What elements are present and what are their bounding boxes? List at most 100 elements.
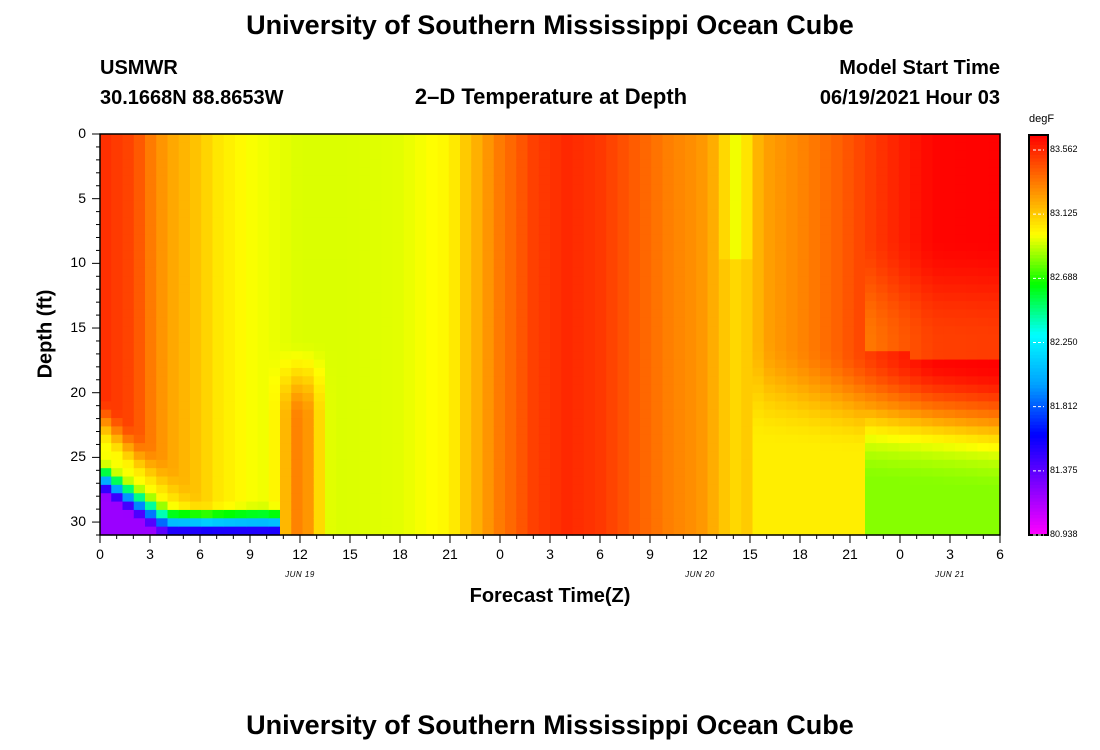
heatmap-cell (358, 276, 371, 285)
colorbar-segment (1029, 501, 1048, 506)
heatmap-cell (651, 434, 664, 444)
heatmap-cell (280, 451, 292, 461)
heatmap-cell (493, 301, 506, 311)
heatmap-cell (763, 150, 776, 160)
heatmap-cell (730, 234, 742, 244)
heatmap-cell (448, 184, 461, 194)
heatmap-cell (257, 234, 270, 244)
heatmap-cell (808, 317, 821, 327)
heatmap-cell (932, 418, 945, 427)
heatmap-cell (280, 418, 292, 427)
heatmap-cell (370, 150, 382, 160)
heatmap-cell (381, 326, 394, 336)
heatmap-cell (145, 167, 157, 177)
heatmap-cell (302, 509, 315, 519)
heatmap-cell (145, 225, 157, 235)
heatmap-cell (505, 443, 517, 453)
heatmap-cell (482, 509, 495, 519)
heatmap-cell (865, 484, 877, 494)
heatmap-cell (685, 309, 697, 319)
heatmap-cell (887, 234, 900, 244)
heatmap-cell (955, 476, 967, 486)
heatmap-cell (786, 159, 799, 169)
heatmap-cell (797, 184, 810, 194)
heatmap-cell (133, 192, 146, 202)
heatmap-cell (482, 267, 495, 277)
heatmap-cell (471, 167, 484, 177)
heatmap-cell (190, 401, 202, 411)
heatmap-cell (561, 509, 574, 519)
colorbar-segment (1029, 161, 1048, 166)
heatmap-cell (145, 317, 157, 327)
heatmap-cell (516, 392, 529, 402)
heatmap-cell (505, 192, 517, 202)
heatmap-cell (640, 209, 652, 219)
heatmap-cell (505, 384, 517, 394)
heatmap-cell (988, 184, 1001, 194)
heatmap-cell (842, 225, 855, 235)
heatmap-cell (415, 259, 427, 269)
heatmap-cell (505, 493, 517, 503)
heatmap-cell (370, 401, 382, 411)
heatmap-cell (955, 276, 967, 285)
heatmap-cell (763, 217, 776, 227)
heatmap-cell (685, 367, 697, 377)
heatmap-cell (403, 468, 416, 478)
heatmap-cell (572, 284, 585, 294)
heatmap-cell (775, 317, 787, 327)
heatmap-cell (122, 384, 135, 394)
heatmap-cell (876, 301, 889, 311)
heatmap-cell (572, 376, 585, 386)
heatmap-cell (145, 209, 157, 219)
heatmap-cell (100, 367, 112, 377)
heatmap-cell (167, 476, 180, 486)
heatmap-cell (302, 501, 315, 511)
heatmap-cell (606, 217, 619, 227)
heatmap-cell (763, 159, 776, 169)
heatmap-cell (988, 342, 1001, 352)
heatmap-cell (932, 434, 945, 444)
heatmap-cell (595, 234, 607, 244)
heatmap-cell (133, 159, 146, 169)
heatmap-cell (370, 192, 382, 202)
heatmap-cell (977, 150, 990, 160)
x-tick-label: 15 (742, 546, 758, 562)
heatmap-cell (842, 192, 855, 202)
heatmap-cell (471, 459, 484, 469)
heatmap-cell (595, 351, 607, 361)
heatmap-cell (415, 142, 427, 152)
heatmap-cell (786, 401, 799, 411)
heatmap-cell (145, 192, 157, 202)
heatmap-cell (640, 392, 652, 402)
heatmap-cell (403, 476, 416, 486)
heatmap-cell (718, 142, 731, 152)
heatmap-cell (246, 175, 259, 185)
heatmap-cell (988, 501, 1001, 511)
heatmap-cell (820, 159, 832, 169)
heatmap-cell (921, 217, 934, 227)
heatmap-cell (718, 326, 731, 336)
heatmap-cell (482, 234, 495, 244)
heatmap-cell (640, 509, 652, 519)
heatmap-cell (426, 242, 439, 252)
heatmap-cell (302, 334, 315, 344)
heatmap-cell (201, 359, 214, 369)
heatmap-cell (662, 451, 675, 461)
heatmap-cell (752, 175, 765, 185)
heatmap-cell (606, 142, 619, 152)
heatmap-cell (775, 142, 787, 152)
heatmap-cell (167, 225, 180, 235)
heatmap-cell (966, 426, 979, 436)
heatmap-cell (741, 409, 754, 419)
heatmap-cell (156, 518, 169, 528)
heatmap-cell (370, 484, 382, 494)
heatmap-cell (415, 134, 427, 143)
heatmap-cell (325, 292, 337, 302)
heatmap-cell (775, 292, 787, 302)
heatmap-cell (628, 518, 641, 528)
heatmap-cell (651, 509, 664, 519)
heatmap-cell (718, 501, 731, 511)
colorbar-segment (1029, 508, 1048, 513)
heatmap-cell (178, 309, 191, 319)
heatmap-cell (876, 250, 889, 260)
